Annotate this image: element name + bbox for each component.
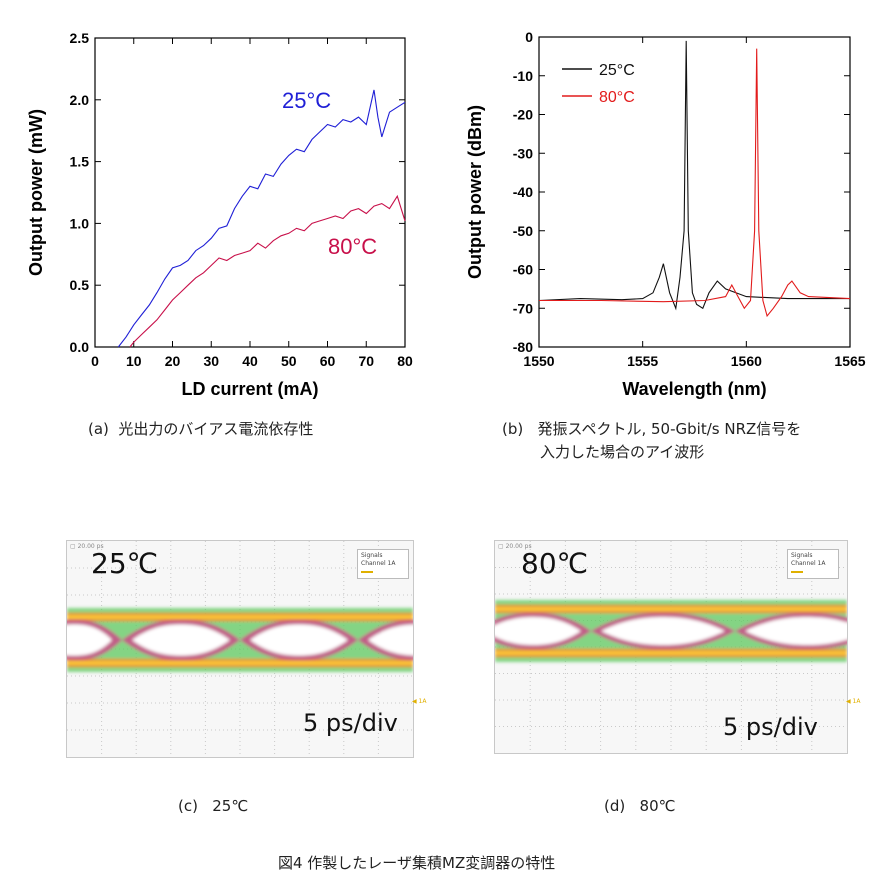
x-axis-label: LD current (mA) (181, 379, 318, 399)
chart-b-spectrum: 1550 1555 1560 1565 0 -10 -20 -30 -40 -50 -60 -70 -8… (465, 29, 866, 399)
caption-b-line1: (b) 発振スペクトル, 50-Gbit/s NRZ信号を (502, 420, 802, 438)
x-tick-label: 30 (203, 353, 219, 369)
x-tick-label: 40 (242, 353, 258, 369)
y-tick-label: -60 (513, 262, 533, 278)
eye-diagram-d-graphic (495, 541, 847, 753)
plot-frame (94, 37, 406, 348)
eye-d-legend-title: Signals (791, 552, 813, 559)
y-tick-label: -20 (513, 107, 533, 123)
x-tick-label: 80 (397, 353, 413, 369)
eye-rail-top-core (67, 615, 413, 619)
x-tick-label: 0 (91, 353, 99, 369)
eye-opening (250, 624, 348, 656)
y-tick-label: 2.0 (70, 92, 90, 108)
annotation-25c: 25°C (282, 88, 331, 113)
eye-opening (601, 616, 725, 646)
y-tick-label: -40 (513, 184, 533, 200)
eye-rail-bottom-core (495, 651, 847, 655)
eye-rail-bottom-core (67, 661, 413, 665)
series-line-1 (538, 40, 850, 311)
series-line-2 (539, 48, 851, 318)
figure-caption: 図4 作製したレーザ集積MZ変調器の特性 (278, 854, 556, 872)
x-tick-label: 20 (165, 353, 181, 369)
chart-a-ld-current: 0 10 20 30 40 50 60 70 80 0.0 0.5 1.0 1.5 2.0 2.5 LD cu… (26, 30, 413, 399)
x-tick-label: 1560 (731, 353, 762, 369)
y-tick-label: -30 (513, 145, 533, 161)
y-tick-label: 1.5 (70, 154, 90, 170)
y-tick-label: -70 (513, 300, 533, 316)
x-axis-label: Wavelength (nm) (622, 379, 766, 399)
eye-opening (132, 624, 230, 656)
eye-c-timescale: 5 ps/div (303, 709, 398, 737)
legend-label-2: 80°C (599, 89, 635, 106)
eye-d-timescale: 5 ps/div (723, 713, 818, 741)
y-tick-label: 0.0 (70, 339, 90, 355)
eye-d-marker: ◀ 1A (846, 698, 861, 705)
eye-opening (67, 624, 112, 656)
eye-opening (495, 616, 581, 646)
eye-diagram-d: ▢ 20.00 ps Signals Channel 1A 80℃ 5 ps/d… (494, 540, 848, 754)
x-tick-label: 1555 (627, 353, 658, 369)
legend-label-1: 25°C (599, 62, 635, 79)
y-tick-label: 1.0 (70, 215, 90, 231)
eye-d-legend-channel: Channel 1A (791, 560, 835, 576)
eye-opening (368, 624, 413, 656)
annotation-80c: 80°C (328, 234, 377, 259)
eye-c-legend: Signals Channel 1A (357, 549, 409, 579)
y-tick-label: 2.5 (70, 30, 90, 46)
series-line-1 (117, 89, 406, 348)
caption-a: (a) 光出力のバイアス電流依存性 (88, 420, 314, 438)
x-tick-label: 50 (281, 353, 297, 369)
scope-d-header: ▢ 20.00 ps (498, 543, 532, 550)
series-line-2 (129, 194, 406, 348)
x-tick-label: 1565 (834, 353, 865, 369)
eye-c-temperature: 25℃ (91, 547, 159, 580)
eye-c-legend-channel: Channel 1A (361, 560, 405, 576)
y-tick-label: -10 (513, 68, 533, 84)
eye-d-legend: Signals Channel 1A (787, 549, 839, 579)
y-tick-label: 0.5 (70, 277, 90, 293)
caption-c: (c) 25℃ (178, 797, 249, 815)
eye-diagram-c-graphic (67, 541, 413, 757)
eye-d-temperature: 80℃ (521, 547, 589, 580)
eye-rail-top-core (495, 607, 847, 611)
x-tick-label: 1550 (523, 353, 554, 369)
eye-c-marker: ◀ 1A (412, 698, 427, 705)
y-axis-label: Output power (dBm) (465, 105, 485, 279)
x-tick-label: 70 (358, 353, 374, 369)
y-tick-label: 0 (525, 29, 533, 45)
caption-b-line2: 入力した場合のアイ波形 (540, 443, 705, 461)
caption-d: (d) 80℃ (604, 797, 676, 815)
x-tick-label: 10 (126, 353, 142, 369)
y-tick-label: -50 (513, 223, 533, 239)
x-tick-label: 60 (320, 353, 336, 369)
eye-diagram-c: ▢ 20.00 ps Signals Channel 1A 25℃ 5 ps/d… (66, 540, 414, 758)
eye-opening (745, 616, 847, 646)
y-tick-label: -80 (513, 339, 533, 355)
eye-c-legend-title: Signals (361, 552, 383, 559)
y-axis-label: Output power (mW) (26, 109, 46, 276)
scope-c-header: ▢ 20.00 ps (70, 543, 104, 550)
